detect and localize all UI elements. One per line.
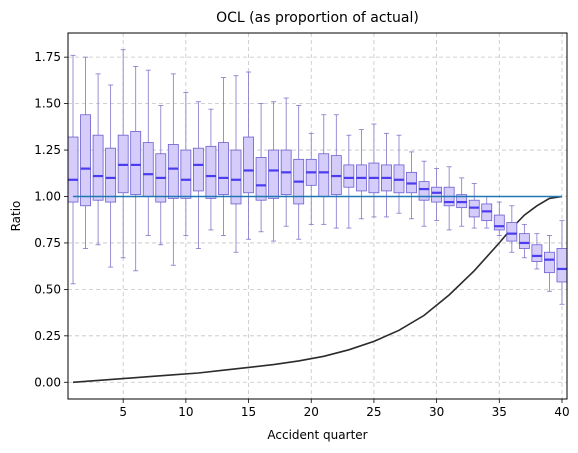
x-tick-label: 10 — [178, 405, 193, 419]
x-tick-label: 15 — [241, 405, 256, 419]
box-quarter-5 — [117, 49, 129, 259]
y-tick-label: 1.75 — [34, 50, 61, 64]
box-iqr — [92, 134, 104, 201]
box-iqr — [80, 114, 91, 207]
box-quarter-9 — [167, 73, 179, 266]
x-tick-label: 5 — [119, 405, 127, 419]
box-quarter-25 — [368, 123, 380, 218]
box-iqr — [142, 142, 154, 197]
box-quarter-36 — [506, 205, 518, 253]
box-iqr — [130, 131, 142, 196]
box-quarter-38 — [531, 233, 543, 270]
box-iqr — [255, 157, 267, 201]
x-tick-label: 40 — [554, 405, 569, 419]
box-iqr — [180, 149, 192, 199]
y-tick-label: 0.50 — [34, 282, 61, 296]
x-tick-label: 35 — [492, 405, 507, 419]
box-iqr — [556, 248, 568, 283]
box-quarter-34 — [481, 196, 493, 229]
y-tick-label: 0.25 — [34, 329, 61, 343]
box-quarter-39 — [544, 235, 555, 292]
box-iqr — [167, 144, 179, 199]
box-iqr — [205, 145, 217, 199]
box-quarter-4 — [105, 84, 117, 268]
box-quarter-8 — [155, 105, 167, 246]
box-quarter-13 — [218, 77, 229, 236]
box-quarter-23 — [343, 134, 355, 229]
y-tick-label: 1.50 — [34, 97, 61, 111]
chart-title: OCL (as proportion of actual) — [216, 10, 419, 26]
box-quarter-16 — [255, 103, 267, 233]
box-quarter-3 — [92, 73, 104, 246]
box-quarter-2 — [80, 56, 91, 249]
plot-area-frame — [67, 32, 568, 400]
box-quarter-32 — [456, 177, 468, 227]
box-quarter-12 — [205, 108, 217, 231]
box-iqr — [431, 186, 443, 203]
box-iqr — [493, 214, 505, 231]
box-iqr — [268, 149, 280, 199]
x-axis-ticks: 5 10 15 20 25 30 35 40 — [119, 399, 570, 419]
y-axis-ticks: 0.00 0.25 0.50 0.75 1.00 1.25 1.50 1.75 — [34, 50, 68, 389]
box-quarter-17 — [268, 101, 280, 242]
box-iqr — [343, 164, 355, 188]
box-iqr — [230, 149, 242, 205]
box-quarter-35 — [493, 201, 505, 236]
x-tick-label: 25 — [366, 405, 381, 419]
box-quarter-37 — [518, 223, 530, 259]
box-quarter-18 — [280, 97, 292, 227]
box-quarter-29 — [418, 160, 430, 227]
y-tick-label: 1.00 — [34, 189, 61, 203]
box-iqr — [531, 244, 543, 262]
y-tick-label: 0.00 — [34, 375, 61, 389]
box-iqr — [506, 222, 518, 242]
box-iqr — [318, 153, 330, 197]
y-tick-label: 0.75 — [34, 236, 61, 250]
box-iqr — [518, 233, 530, 249]
box-iqr — [418, 181, 430, 201]
box-quarter-11 — [192, 101, 204, 249]
box-quarter-20 — [305, 132, 317, 225]
box-quarter-40 — [556, 220, 568, 305]
x-tick-label: 30 — [429, 405, 444, 419]
x-axis-title: Accident quarter — [267, 428, 367, 442]
box-quarter-33 — [468, 183, 480, 229]
box-iqr — [218, 142, 229, 196]
box-iqr — [544, 251, 555, 274]
box-quarter-30 — [431, 168, 443, 222]
box-iqr — [105, 147, 117, 203]
box-quarter-6 — [130, 66, 142, 272]
box-iqr — [243, 136, 254, 194]
box-quarter-15 — [243, 71, 254, 240]
box-quarter-14 — [230, 75, 242, 253]
box-iqr — [67, 136, 79, 203]
box-quarter-22 — [330, 114, 342, 229]
x-tick-label: 20 — [304, 405, 319, 419]
box-quarter-19 — [293, 105, 305, 240]
box-quarter-24 — [355, 129, 367, 220]
box-iqr — [192, 147, 204, 192]
y-tick-label: 1.25 — [34, 143, 61, 157]
box-quarter-26 — [381, 132, 392, 218]
box-quarter-10 — [180, 92, 192, 236]
y-axis-title: Ratio — [9, 201, 23, 232]
